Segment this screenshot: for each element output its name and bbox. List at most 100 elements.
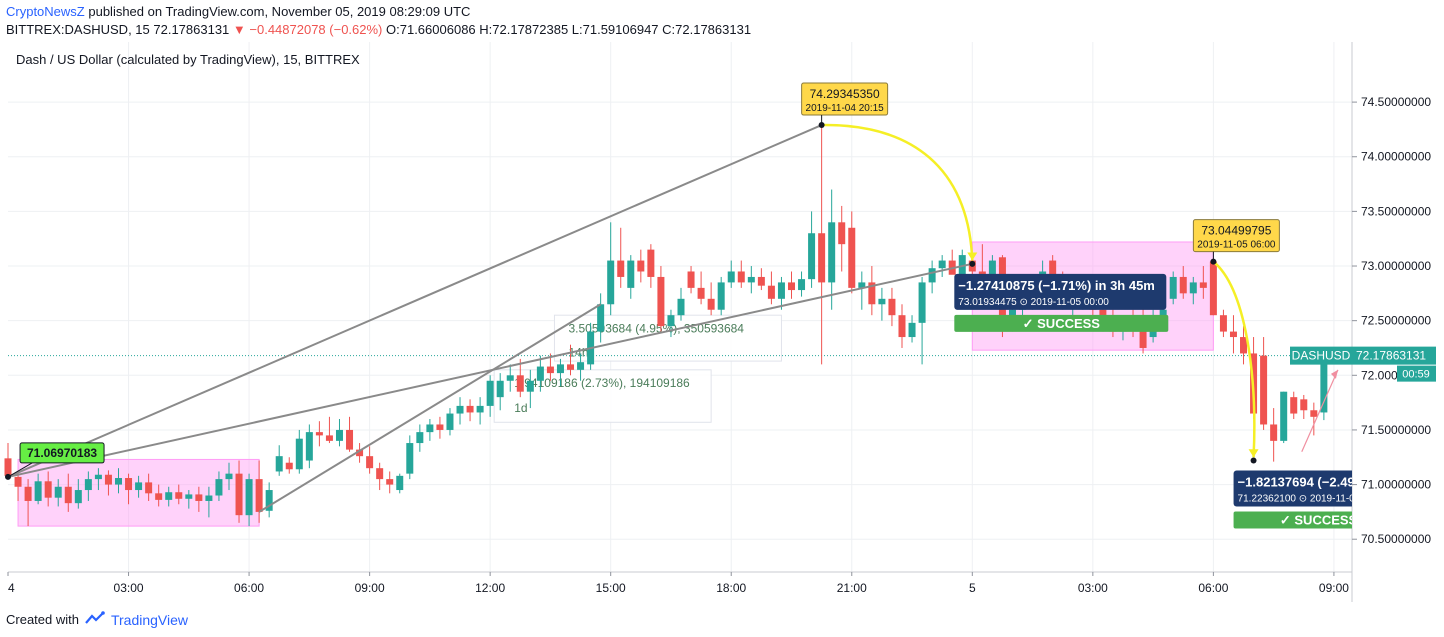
countdown-tag: 00:59 <box>1402 369 1430 381</box>
candle-body <box>988 260 996 283</box>
candle-body <box>84 479 92 491</box>
candle-body <box>757 276 765 286</box>
candle-body <box>617 260 625 277</box>
candle-body <box>1280 391 1288 441</box>
candle-body <box>838 222 846 245</box>
peak-date-label: 2019-11-04 20:15 <box>806 103 885 114</box>
candle-body <box>767 285 775 299</box>
candle-body <box>516 375 524 392</box>
footer: Created with TradingView <box>6 611 188 628</box>
candle-body <box>1199 282 1207 288</box>
candle-body <box>386 479 394 485</box>
candle-body <box>506 375 514 381</box>
last-price-tag-box <box>1352 346 1436 365</box>
candle-body <box>64 486 72 504</box>
candle-body <box>1179 276 1187 294</box>
candle-body <box>667 315 675 327</box>
candle-body <box>165 492 173 500</box>
candle-body <box>396 475 404 491</box>
candle-body <box>818 233 826 283</box>
y-tick-label: 74.50000000 <box>1361 95 1431 109</box>
drop-arrow-2 <box>1212 260 1256 458</box>
candle-body <box>637 260 645 272</box>
trend-line-start-to-peak <box>7 124 823 478</box>
y-tick-label: 73.50000000 <box>1361 204 1431 218</box>
candle-body <box>868 282 876 305</box>
candle-body <box>476 405 484 413</box>
candle-body <box>295 438 303 470</box>
x-tick-label: 18:00 <box>716 581 746 595</box>
candlestick-chart[interactable]: 74.50000000 74.00000000 73.50000000 73.0000… <box>0 42 1444 602</box>
publisher-link[interactable]: CryptoNewsZ <box>6 4 85 19</box>
trend-line-breakout <box>258 303 602 513</box>
candle-body <box>406 443 414 474</box>
drop-2-change: −1.82137694 (−2.49%) in 1 <box>1238 475 1397 490</box>
x-tick-label: 21:00 <box>837 581 867 595</box>
countdown-tag-box <box>1397 365 1436 382</box>
candle-body <box>54 486 62 498</box>
candle-body <box>426 424 434 433</box>
candle-body <box>647 249 655 277</box>
candle-body <box>1219 315 1227 332</box>
drop-2-label-box <box>1233 470 1352 507</box>
x-tick-label: 06:00 <box>1198 581 1228 595</box>
candle-body <box>215 479 223 496</box>
candle-body <box>436 424 444 430</box>
candle-body <box>145 482 153 494</box>
second-peak-callout-box <box>1192 219 1280 253</box>
candle-body <box>416 432 424 444</box>
drop-2-detail: 71.22362100 ⊙ 2019-11-05 07:00 <box>1238 494 1389 505</box>
candle-body <box>185 494 193 499</box>
created-with-text: Created with <box>6 612 79 627</box>
symbol-info-line: BITTREX:DASHUSD, 15 72.17863131 ▼ −0.448… <box>6 22 751 37</box>
candle-body <box>657 276 665 327</box>
start-label-pointer <box>7 462 33 478</box>
candle-body <box>878 298 886 305</box>
y-tick-label: 70.50000000 <box>1361 532 1431 546</box>
x-tick-label: 09:00 <box>1319 581 1349 595</box>
x-tick-label: 06:00 <box>234 581 264 595</box>
second-peak-price-label: 73.04499795 <box>1201 224 1271 238</box>
candle-body <box>74 490 82 504</box>
candle-body <box>1290 397 1298 414</box>
candle-body <box>456 405 464 414</box>
candle-body <box>697 287 705 299</box>
candle-body <box>346 429 354 450</box>
y-tick-label: 74.00000000 <box>1361 150 1431 164</box>
candle-body <box>898 315 906 338</box>
x-tick-label: 15:00 <box>596 581 626 595</box>
candle-body <box>928 268 936 283</box>
candle-body <box>14 476 22 487</box>
candle-body <box>4 458 12 476</box>
measure-2-duration: 1d <box>514 401 527 415</box>
candle-body <box>44 481 52 498</box>
peak-callout-box <box>801 82 889 116</box>
symbol-price: BITTREX:DASHUSD, 15 72.17863131 <box>6 22 230 37</box>
candle-body <box>597 304 605 332</box>
candle-body <box>607 260 615 305</box>
candle-body <box>798 279 806 291</box>
candle-body <box>536 366 544 381</box>
tradingview-brand[interactable]: TradingView <box>110 611 189 628</box>
candle-body <box>94 474 102 480</box>
x-tick-label: 4 <box>8 581 15 595</box>
candle-body <box>1310 410 1318 417</box>
candle-body <box>848 227 856 288</box>
candle-body <box>275 456 283 472</box>
candle-body <box>1049 260 1057 283</box>
candle-body <box>245 479 253 516</box>
candle-body <box>285 462 293 470</box>
candle-body <box>325 435 333 441</box>
candle-body <box>235 473 243 516</box>
candle-body <box>335 429 343 441</box>
candle-body <box>315 432 323 436</box>
candle-body <box>717 282 725 310</box>
candle-body <box>1260 355 1268 425</box>
candle-body <box>526 380 534 392</box>
candle-body <box>155 493 163 500</box>
chart-area[interactable]: 74.50000000 74.00000000 73.50000000 73.0000… <box>0 42 1444 602</box>
publish-line: CryptoNewsZ published on TradingView.com… <box>6 4 470 19</box>
symbol-tag-box <box>1290 346 1352 365</box>
candle-body <box>1159 309 1167 316</box>
candle-body <box>225 473 233 480</box>
